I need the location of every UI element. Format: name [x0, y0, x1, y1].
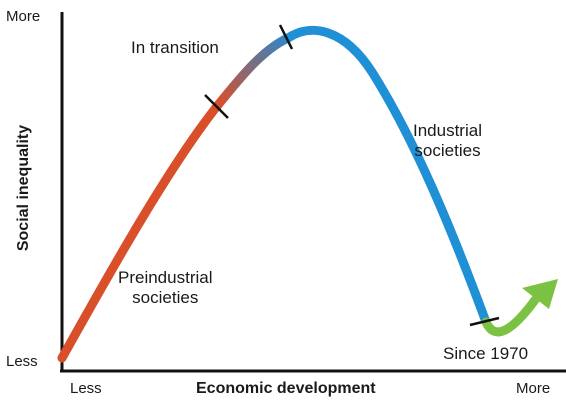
industrial-label-line1: Industrial	[413, 121, 482, 140]
y-axis-title: Social inequality	[15, 124, 32, 252]
x-axis-title: Economic development	[196, 380, 376, 397]
preindustrial-label-line1: Preindustrial	[118, 268, 213, 287]
boundary-tick-transition-industrial	[278, 24, 294, 50]
since-1970-label-line1: Since 1970	[443, 344, 529, 363]
preindustrial-label-line2: societies	[132, 287, 199, 307]
y-axis-bottom-label: Less	[6, 353, 38, 370]
y-axis-top-label: More	[6, 8, 41, 25]
transition-segment	[213, 33, 293, 110]
x-axis-right-label: More	[516, 380, 551, 397]
since-1970-segment	[481, 295, 540, 337]
transition-label-line1: In transition	[131, 38, 219, 57]
industrial-segment	[283, 25, 491, 327]
boundary-tick-preindustrial-transition	[204, 94, 229, 119]
preindustrial-segment	[57, 100, 223, 363]
since-1970-label: Since 1970	[443, 344, 528, 364]
preindustrial-label: Preindustrial societies	[118, 268, 213, 307]
transition-label: In transition	[131, 38, 219, 58]
since-1970-arrowhead	[522, 279, 558, 309]
industrial-label-line2: societies	[414, 140, 481, 160]
boundary-tick-industrial-1970	[469, 316, 500, 327]
x-axis-left-label: Less	[70, 380, 102, 397]
industrial-label: Industrial societies	[413, 121, 482, 160]
